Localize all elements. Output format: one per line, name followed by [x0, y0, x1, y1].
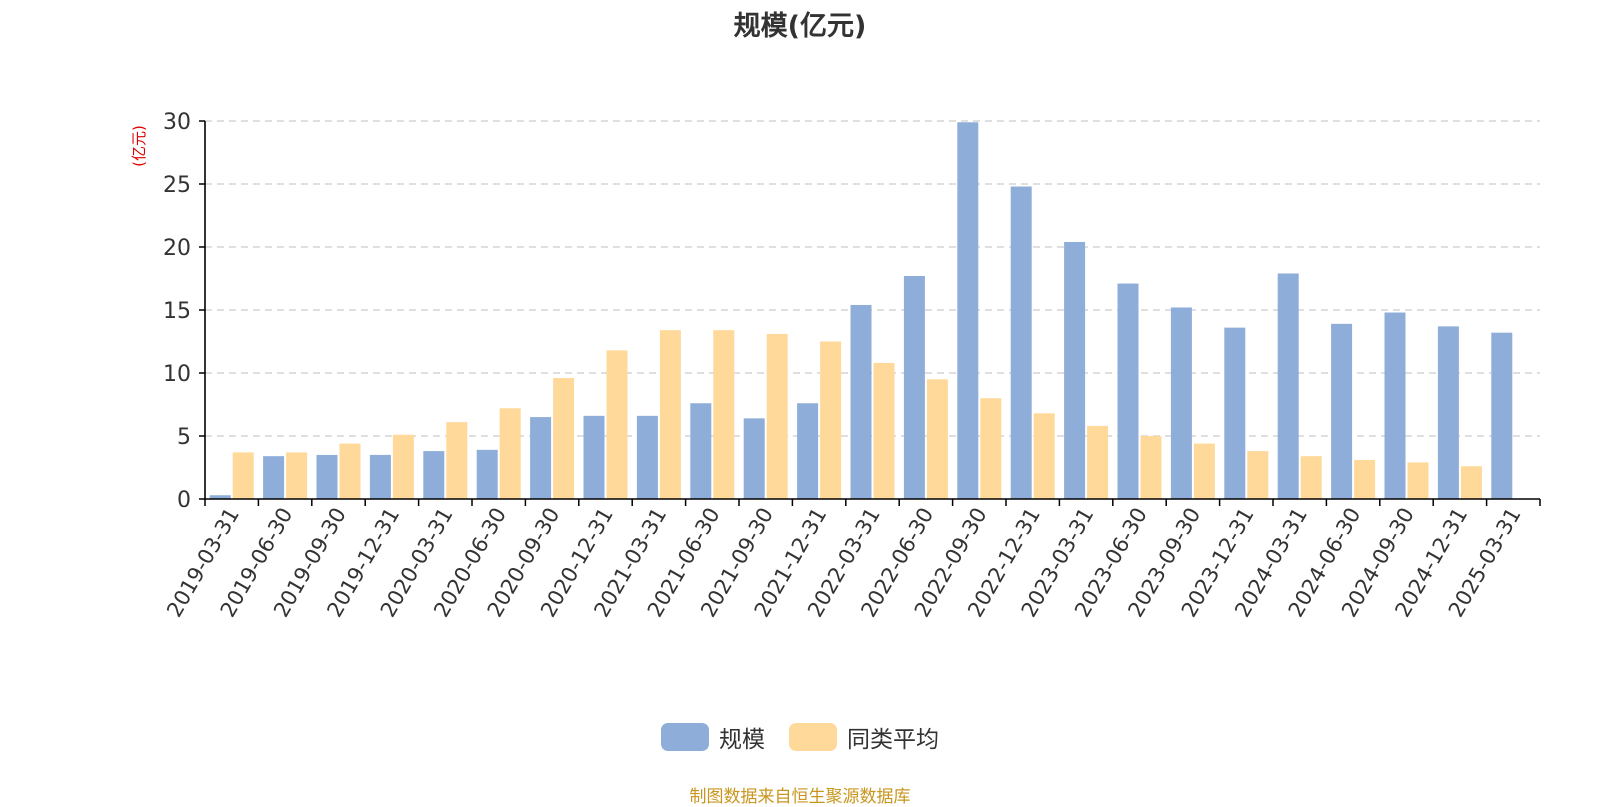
bar-peer-average-2021-12-31: [820, 341, 842, 499]
bar-peer-average-2019-09-30: [339, 443, 361, 499]
bar-peer-average-2023-06-30: [1140, 436, 1162, 499]
bar-peer-average-2019-12-31: [392, 434, 414, 499]
bar-peer-average-2021-06-30: [713, 330, 735, 499]
source-note: 制图数据来自恒生聚源数据库: [689, 787, 911, 807]
bars: [209, 122, 1513, 499]
chart-title: 规模(亿元): [733, 11, 867, 42]
bar-scale-2022-03-31: [850, 304, 872, 499]
legend-label-scale: 规模: [719, 727, 765, 753]
legend-label-peer-average: 同类平均: [847, 727, 939, 753]
bar-peer-average-2020-09-30: [553, 378, 575, 499]
bar-scale-2022-06-30: [903, 275, 925, 499]
legend-item-peer-average[interactable]: 同类平均: [789, 720, 939, 754]
bar-peer-average-2023-03-31: [1087, 425, 1109, 499]
bar-scale-2024-09-30: [1384, 312, 1406, 499]
bar-scale-2019-12-31: [369, 454, 391, 499]
bar-scale-2019-06-30: [263, 456, 285, 499]
bar-peer-average-2019-03-31: [232, 452, 254, 499]
bar-scale-2021-09-30: [743, 418, 765, 499]
bar-scale-2025-03-31: [1491, 332, 1513, 499]
bar-peer-average-2023-09-30: [1193, 443, 1215, 499]
y-tick-label-25: 25: [163, 173, 191, 198]
bar-peer-average-2023-12-31: [1247, 451, 1269, 499]
bar-peer-average-2022-03-31: [873, 362, 895, 499]
bar-scale-2023-03-31: [1064, 241, 1086, 499]
bar-scale-2020-06-30: [476, 449, 498, 499]
bar-peer-average-2020-03-31: [446, 422, 468, 499]
y-tick-label-0: 0: [177, 488, 191, 513]
bar-peer-average-2024-06-30: [1354, 459, 1376, 499]
bar-peer-average-2020-12-31: [606, 350, 628, 499]
axes: [199, 120, 1541, 506]
y-tick-label-10: 10: [163, 362, 191, 387]
bar-peer-average-2020-06-30: [499, 408, 521, 499]
bar-scale-2021-06-30: [690, 403, 712, 499]
bar-peer-average-2019-06-30: [286, 452, 308, 499]
bar-scale-2020-09-30: [530, 417, 552, 499]
bar-peer-average-2022-06-30: [926, 379, 948, 499]
bar-scale-2023-09-30: [1170, 307, 1192, 499]
legend-swatch-scale: [661, 723, 709, 751]
bar-peer-average-2021-09-30: [766, 333, 788, 499]
bar-scale-2023-12-31: [1224, 327, 1246, 499]
gridlines: [205, 120, 1540, 437]
legend-swatch-peer-average: [789, 723, 837, 751]
y-tick-label-15: 15: [163, 299, 191, 324]
bar-scale-2024-12-31: [1437, 326, 1459, 499]
y-axis-unit-label: (亿元): [130, 125, 148, 167]
bar-scale-2019-03-31: [209, 495, 231, 499]
bar-peer-average-2022-09-30: [980, 398, 1002, 499]
bar-chart: 051015202530(亿元)2019-03-312019-06-302019…: [130, 110, 1541, 621]
bar-peer-average-2024-09-30: [1407, 462, 1429, 499]
bar-peer-average-2024-03-31: [1300, 456, 1322, 499]
bar-scale-2023-06-30: [1117, 283, 1139, 499]
bar-peer-average-2022-12-31: [1033, 413, 1055, 499]
bar-scale-2020-12-31: [583, 415, 605, 499]
legend: 规模 同类平均: [0, 720, 1600, 754]
legend-item-scale[interactable]: 规模: [661, 720, 765, 754]
bar-scale-2021-12-31: [797, 403, 819, 499]
y-tick-label-5: 5: [177, 425, 191, 450]
bar-scale-2020-03-31: [423, 451, 445, 499]
bar-scale-2022-09-30: [957, 122, 979, 499]
bar-scale-2024-03-31: [1277, 273, 1299, 499]
bar-scale-2024-06-30: [1331, 323, 1353, 499]
y-tick-label-20: 20: [163, 236, 191, 261]
bar-peer-average-2024-12-31: [1460, 466, 1482, 499]
bar-scale-2021-03-31: [636, 415, 658, 499]
bar-scale-2022-12-31: [1010, 186, 1032, 499]
y-tick-label-30: 30: [163, 110, 191, 135]
bar-scale-2019-09-30: [316, 454, 338, 499]
bar-peer-average-2021-03-31: [659, 330, 681, 499]
